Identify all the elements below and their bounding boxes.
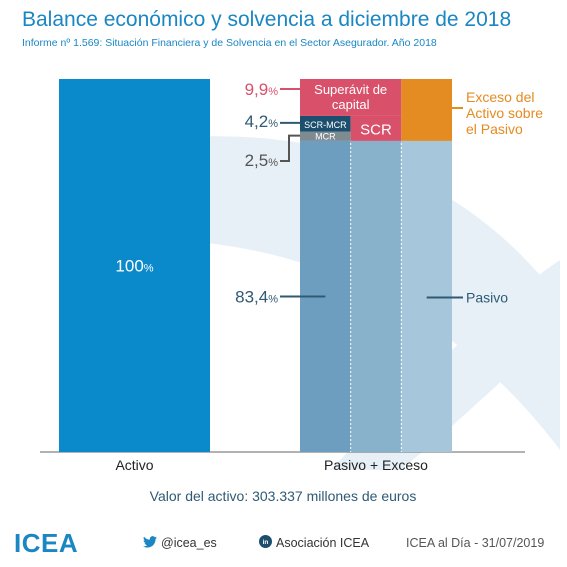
bar-mcr <box>300 131 351 141</box>
connector-mcr <box>280 134 300 162</box>
label-scr: SCR <box>360 121 392 138</box>
bar-scr <box>350 115 402 141</box>
value-note: Valor del activo: 303.337 millones de eu… <box>150 488 417 504</box>
data-label-pasivo: 83,4% <box>235 287 278 306</box>
icea-logo[interactable]: ICEA <box>14 526 78 560</box>
bar-superavit <box>300 79 402 116</box>
linkedin-icon: in <box>259 535 272 551</box>
linkedin-link[interactable]: in Asociación ICEA <box>259 526 369 560</box>
side-label-exceso-line2: Activo sobre <box>466 105 543 121</box>
data-label-mcr: 2,5% <box>245 151 279 170</box>
data-label-superavit: 9,9% <box>245 80 279 99</box>
label-superavit-line2: capital <box>332 97 370 112</box>
footer-date: ICEA al Día - 31/07/2019 <box>406 536 545 550</box>
side-label-exceso-line1: Exceso del <box>466 89 534 105</box>
linkedin-label: Asociación ICEA <box>276 536 370 550</box>
icea-logo-text: ICEA <box>14 527 79 558</box>
bar-activo <box>59 79 210 452</box>
twitter-handle: @icea_es <box>161 536 217 550</box>
label-superavit-line1: Superávit de <box>314 82 387 97</box>
chart-title: Balance económico y solvencia a diciembr… <box>22 8 512 31</box>
twitter-icon <box>143 535 157 551</box>
category-label-activo: Activo <box>115 457 153 473</box>
watermark-swoosh <box>150 136 560 450</box>
bar-pasivo-part-3 <box>401 140 452 452</box>
bar-pasivo-part-2 <box>350 140 402 452</box>
svg-text:in: in <box>263 539 269 546</box>
chart-subtitle: Informe nº 1.569: Situación Financiera y… <box>22 37 437 49</box>
label-mcr: MCR <box>315 131 336 141</box>
label-scr-mcr: SCR-MCR <box>304 120 347 130</box>
data-label-activo: 100% <box>115 257 153 276</box>
twitter-link[interactable]: @icea_es <box>143 526 217 560</box>
category-label-pasivo-exceso: Pasivo + Exceso <box>324 457 428 473</box>
bar-scr-mcr <box>300 115 351 132</box>
data-label-scr-mcr: 4,2% <box>245 112 279 131</box>
bar-exceso <box>401 79 452 141</box>
side-label-pasivo: Pasivo <box>466 289 508 305</box>
side-label-exceso-line3: el Pasivo <box>466 121 523 137</box>
